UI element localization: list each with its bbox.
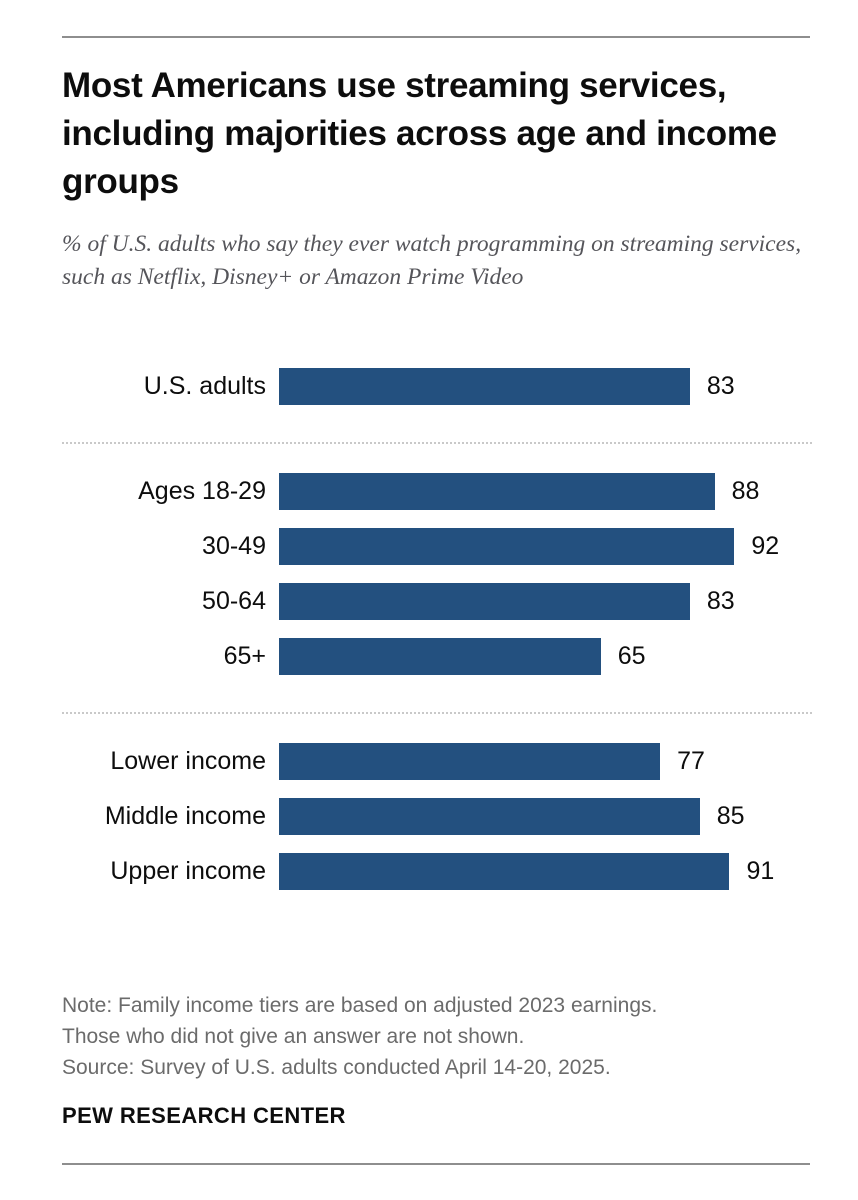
bar-row: Upper income 91 <box>62 853 812 908</box>
bar-label: 65+ <box>223 642 266 670</box>
top-rule <box>62 36 810 38</box>
bar-fill <box>279 368 690 405</box>
bar-track: 88 <box>279 473 812 510</box>
bar-fill <box>279 528 735 565</box>
bar-row: Ages 18-29 88 <box>62 473 812 528</box>
bar-value: 65 <box>617 642 646 670</box>
spacer <box>62 715 812 743</box>
bar-label: U.S. adults <box>143 372 266 400</box>
source-line: Source: Survey of U.S. adults conducted … <box>62 1056 611 1079</box>
bar-value: 85 <box>716 802 745 830</box>
bar-track: 91 <box>279 853 812 890</box>
bar-track: 83 <box>279 368 812 405</box>
chart-subtitle: % of U.S. adults who say they ever watch… <box>62 231 802 290</box>
bar-row: 50-64 83 <box>62 583 812 638</box>
bar-value: 88 <box>731 477 760 505</box>
bar-row: Middle income 85 <box>62 798 812 853</box>
bar-track: 83 <box>279 583 812 620</box>
bar-row: 65+ 65 <box>62 638 812 693</box>
pew-research-center-brand: PEW RESEARCH CENTER <box>62 1103 346 1128</box>
bar-value: 77 <box>677 747 705 775</box>
bar-fill <box>279 473 715 510</box>
bar-row: Lower income 77 <box>62 743 812 798</box>
bar-label: Upper income <box>110 857 266 885</box>
bar-track: 77 <box>279 743 812 780</box>
bar-row: U.S. adults 83 <box>62 368 812 423</box>
bar-fill <box>279 853 730 890</box>
bar-value: 83 <box>706 372 735 400</box>
bar-row: 30-49 92 <box>62 528 812 583</box>
bar-track: 65 <box>279 638 812 675</box>
note-line-2: Those who did not give an answer are not… <box>62 1025 525 1048</box>
bar-value: 92 <box>751 532 780 560</box>
bar-value: 91 <box>746 857 775 885</box>
chart-footnotes: Note: Family income tiers are based on a… <box>62 990 822 1083</box>
bar-fill <box>279 743 661 780</box>
bottom-rule <box>62 1163 810 1165</box>
bar-label: 50-64 <box>202 587 266 615</box>
bar-fill <box>279 798 700 835</box>
bar-group-income: Lower income 77 Middle income 85 Upper i… <box>62 743 812 908</box>
bar-fill <box>279 583 690 620</box>
bar-label: Ages 18-29 <box>138 477 266 505</box>
bar-fill <box>279 638 601 675</box>
bar-label: Lower income <box>110 747 266 775</box>
bar-value: 83 <box>706 587 735 615</box>
note-line-1: Note: Family income tiers are based on a… <box>62 994 658 1017</box>
bar-track: 85 <box>279 798 812 835</box>
bar-label: Middle income <box>104 802 266 830</box>
spacer <box>62 423 812 442</box>
bar-chart-plot: U.S. adults 83 Ages 18-29 88 30-49 <box>62 368 812 908</box>
bar-label: 30-49 <box>202 532 266 560</box>
bar-group-total: U.S. adults 83 <box>62 368 812 423</box>
spacer <box>62 445 812 473</box>
spacer <box>62 693 812 712</box>
group-divider-age <box>62 442 812 445</box>
bar-track: 92 <box>279 528 812 565</box>
page-title: Most Americans use streaming services, i… <box>62 66 777 201</box>
bar-group-age: Ages 18-29 88 30-49 92 50-64 83 <box>62 473 812 693</box>
group-divider-income <box>62 712 812 715</box>
